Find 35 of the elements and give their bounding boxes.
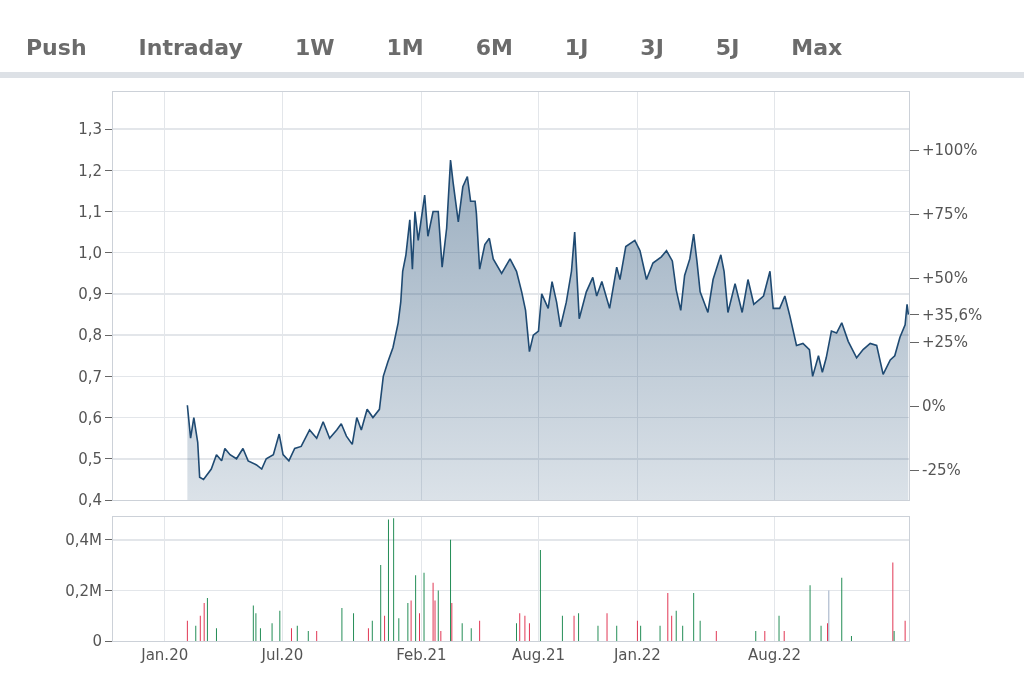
text: 6M xyxy=(474,34,514,60)
x-tick-label: Aug.22 xyxy=(747,646,802,664)
y2-tick-label: +25% xyxy=(922,333,968,352)
x-tick-label: Jan.20 xyxy=(140,646,189,664)
y2-tick-label: +75% xyxy=(922,205,968,224)
y2-tick-label: +50% xyxy=(922,269,968,288)
text: 1M xyxy=(385,34,425,60)
y-tick-label: 0,2M xyxy=(65,581,102,600)
y-tick-label: 1,2 xyxy=(78,161,102,180)
text: Push xyxy=(25,34,88,60)
text: 1J xyxy=(563,34,590,60)
y-tick-label: 0,5 xyxy=(78,450,102,469)
text: 3J xyxy=(639,34,665,60)
x-tick-label: Aug.21 xyxy=(511,646,566,664)
text: 5J xyxy=(714,34,741,60)
x-tick-label: Jan.22 xyxy=(612,646,661,664)
y-tick-label: 0,6 xyxy=(78,408,102,427)
x-tick-label: Jul.20 xyxy=(260,646,304,664)
y-tick-label: 0,8 xyxy=(78,326,102,345)
y-tick-label: 0,9 xyxy=(78,285,102,304)
y2-tick-label: -25% xyxy=(922,461,961,480)
y2-tick-label: 0% xyxy=(922,397,946,416)
text: 1W xyxy=(293,34,336,60)
text: Max xyxy=(790,34,844,60)
y-tick-label: 1,1 xyxy=(78,202,102,221)
y-tick-label: 1,0 xyxy=(78,243,102,262)
y-tick-label: 0,4 xyxy=(78,491,102,510)
text: Intraday xyxy=(137,34,244,60)
y-tick-label: 0,4M xyxy=(65,531,102,550)
y-tick-label: 1,3 xyxy=(78,120,102,139)
y-tick-label: 0,7 xyxy=(78,367,102,386)
x-tick-label: Feb.21 xyxy=(396,646,447,664)
y2-tick-label: +100% xyxy=(922,141,978,160)
y2-tick-label: +35,6% xyxy=(922,306,983,325)
y-tick-label: 0 xyxy=(92,632,102,651)
